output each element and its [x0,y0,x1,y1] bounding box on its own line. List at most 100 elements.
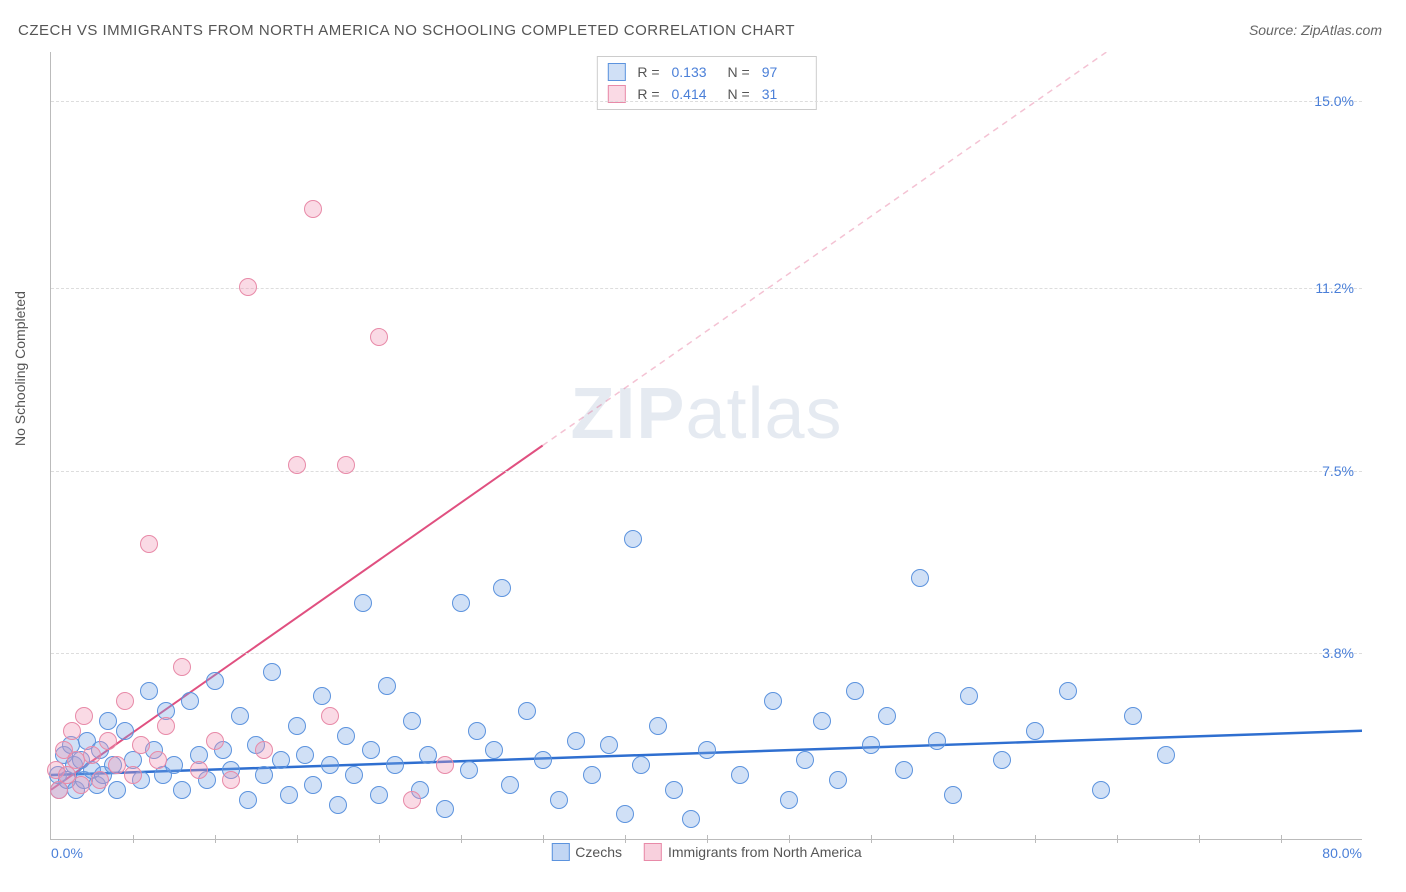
data-point [698,741,716,759]
stats-row: R =0.133N =97 [607,61,805,83]
y-tick-label: 7.5% [1322,463,1354,479]
y-tick-label: 11.2% [1315,280,1354,296]
data-point [452,594,470,612]
series-legend: Czechs Immigrants from North America [551,843,861,861]
data-point [132,736,150,754]
data-point [928,732,946,750]
gridline [51,653,1362,654]
data-point [944,786,962,804]
data-point [288,717,306,735]
stat-r-label: R = [637,86,659,102]
data-point [157,717,175,735]
x-tick-mark [297,835,298,843]
stat-n-value: 97 [762,64,806,80]
data-point [1026,722,1044,740]
data-point [911,569,929,587]
watermark-light: atlas [685,374,842,454]
data-point [1124,707,1142,725]
x-tick-mark [625,835,626,843]
data-point [231,707,249,725]
data-point [780,791,798,809]
data-point [124,766,142,784]
legend-item: Czechs [551,843,622,861]
x-tick-mark [379,835,380,843]
gridline [51,471,1362,472]
data-point [534,751,552,769]
legend-swatch [644,843,662,861]
data-point [862,736,880,754]
x-tick-mark [1035,835,1036,843]
x-tick-mark [707,835,708,843]
data-point [460,761,478,779]
y-tick-label: 15.0% [1314,93,1354,109]
data-point [796,751,814,769]
stat-n-value: 31 [762,86,806,102]
data-point [313,687,331,705]
x-tick-mark [789,835,790,843]
trend-lines-svg [51,52,1362,839]
data-point [419,746,437,764]
x-tick-mark [953,835,954,843]
data-point [337,727,355,745]
data-point [181,692,199,710]
source-attribution: Source: ZipAtlas.com [1249,22,1382,38]
data-point [149,751,167,769]
stat-r-value: 0.133 [672,64,716,80]
data-point [485,741,503,759]
data-point [173,658,191,676]
data-point [239,791,257,809]
data-point [206,732,224,750]
data-point [140,535,158,553]
data-point [468,722,486,740]
stat-n-label: N = [728,64,750,80]
data-point [436,800,454,818]
stat-r-value: 0.414 [672,86,716,102]
data-point [362,741,380,759]
data-point [1059,682,1077,700]
plot-area: ZIPatlas R =0.133N =97R =0.414N =31 0.0%… [50,52,1362,840]
data-point [829,771,847,789]
trend-line [543,52,1199,446]
data-point [337,456,355,474]
data-point [624,530,642,548]
legend-item: Immigrants from North America [644,843,862,861]
data-point [321,707,339,725]
data-point [75,707,93,725]
data-point [345,766,363,784]
x-tick-mark [1199,835,1200,843]
data-point [649,717,667,735]
data-point [280,786,298,804]
legend-swatch [551,843,569,861]
data-point [665,781,683,799]
data-point [616,805,634,823]
legend-label: Czechs [575,844,622,860]
watermark-bold: ZIP [570,374,685,454]
data-point [436,756,454,774]
data-point [116,722,134,740]
gridline [51,101,1362,102]
data-point [67,751,85,769]
data-point [354,594,372,612]
data-point [493,579,511,597]
data-point [600,736,618,754]
data-point [682,810,700,828]
data-point [321,756,339,774]
data-point [255,766,273,784]
data-point [993,751,1011,769]
stat-n-label: N = [728,86,750,102]
data-point [370,328,388,346]
data-point [583,766,601,784]
data-point [288,456,306,474]
data-point [83,746,101,764]
data-point [165,756,183,774]
data-point [108,756,126,774]
x-tick-max: 80.0% [1322,845,1362,861]
x-tick-mark [1117,835,1118,843]
data-point [895,761,913,779]
data-point [846,682,864,700]
data-point [329,796,347,814]
data-point [222,771,240,789]
x-tick-mark [1281,835,1282,843]
data-point [206,672,224,690]
data-point [108,781,126,799]
